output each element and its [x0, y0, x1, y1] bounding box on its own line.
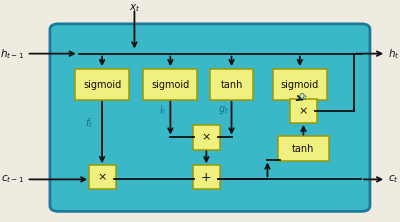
FancyBboxPatch shape — [144, 69, 197, 100]
Text: ×: × — [202, 133, 211, 143]
Text: $h_t$: $h_t$ — [388, 47, 400, 61]
FancyBboxPatch shape — [193, 165, 220, 189]
Text: $i_t$: $i_t$ — [159, 103, 166, 117]
Text: $x_t$: $x_t$ — [129, 2, 140, 14]
Text: sigmoid: sigmoid — [83, 79, 121, 89]
Text: sigmoid: sigmoid — [151, 79, 190, 89]
Text: tanh: tanh — [292, 143, 315, 153]
Text: tanh: tanh — [220, 79, 243, 89]
Text: $c_t$: $c_t$ — [388, 173, 399, 185]
FancyBboxPatch shape — [290, 99, 317, 123]
FancyBboxPatch shape — [75, 69, 129, 100]
FancyBboxPatch shape — [273, 69, 327, 100]
Text: ×: × — [299, 106, 308, 116]
Text: $g_t$: $g_t$ — [218, 104, 229, 116]
Text: ×: × — [97, 172, 107, 182]
FancyBboxPatch shape — [50, 24, 370, 211]
FancyBboxPatch shape — [278, 136, 328, 161]
Text: sigmoid: sigmoid — [281, 79, 319, 89]
FancyBboxPatch shape — [88, 165, 116, 189]
Text: $f_t$: $f_t$ — [85, 116, 94, 130]
Text: +: + — [201, 171, 212, 184]
Text: $c_{t-1}$: $c_{t-1}$ — [1, 173, 25, 185]
FancyBboxPatch shape — [210, 69, 253, 100]
FancyBboxPatch shape — [193, 125, 220, 150]
Text: $o_t$: $o_t$ — [298, 91, 309, 103]
Text: $h_{t-1}$: $h_{t-1}$ — [0, 47, 25, 61]
